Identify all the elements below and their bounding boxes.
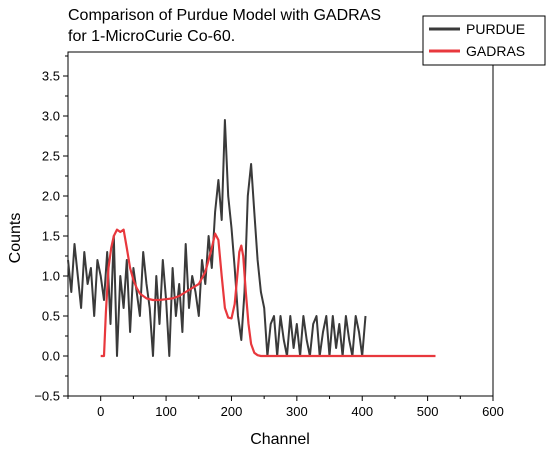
y-tick-label: −0.5 xyxy=(34,389,60,404)
y-tick-label: 2.5 xyxy=(42,149,60,164)
plot-frame xyxy=(67,51,494,397)
y-tick-label: 2.0 xyxy=(42,189,60,204)
x-tick-label: 100 xyxy=(155,404,177,419)
x-axis-label: Channel xyxy=(250,431,310,448)
x-tick-label: 300 xyxy=(286,404,308,419)
y-tick-label: 0.0 xyxy=(42,349,60,364)
legend-label-gadras: GADRAS xyxy=(466,43,525,59)
chart-title-line-2: for 1-MicroCurie Co-60. xyxy=(68,28,235,45)
y-tick-label: 0.5 xyxy=(42,309,60,324)
series-line-purdue xyxy=(67,119,367,357)
y-axis-ticks: −0.5 0.0 0.5 1.0 1.5 2.0 2.5 3.0 3.5 xyxy=(34,55,68,404)
x-tick-label: 400 xyxy=(351,404,373,419)
y-tick-label: 3.0 xyxy=(42,109,60,124)
x-axis-ticks: 0 100 200 300 400 500 600 xyxy=(67,396,504,419)
chart-title-line-1: Comparison of Purdue Model with GADRAS xyxy=(68,7,381,24)
legend-label-purdue: PURDUE xyxy=(466,21,525,37)
plot-area: 0 100 200 300 400 500 600 −0.5 0.0 0.5 1.0 1.5 2.0 2… xyxy=(34,51,504,419)
x-tick-label: 200 xyxy=(221,404,243,419)
y-tick-label: 3.5 xyxy=(42,69,60,84)
y-tick-label: 1.5 xyxy=(42,229,60,244)
series-group xyxy=(67,119,436,358)
x-tick-label: 600 xyxy=(482,404,504,419)
x-tick-label: 0 xyxy=(97,404,104,419)
y-tick-label: 1.0 xyxy=(42,269,60,284)
x-tick-label: 500 xyxy=(417,404,439,419)
y-axis-label: Counts xyxy=(7,213,24,264)
series-line-gadras xyxy=(100,228,436,358)
legend-box xyxy=(422,15,546,66)
legend: PURDUE GADRAS xyxy=(422,15,546,66)
